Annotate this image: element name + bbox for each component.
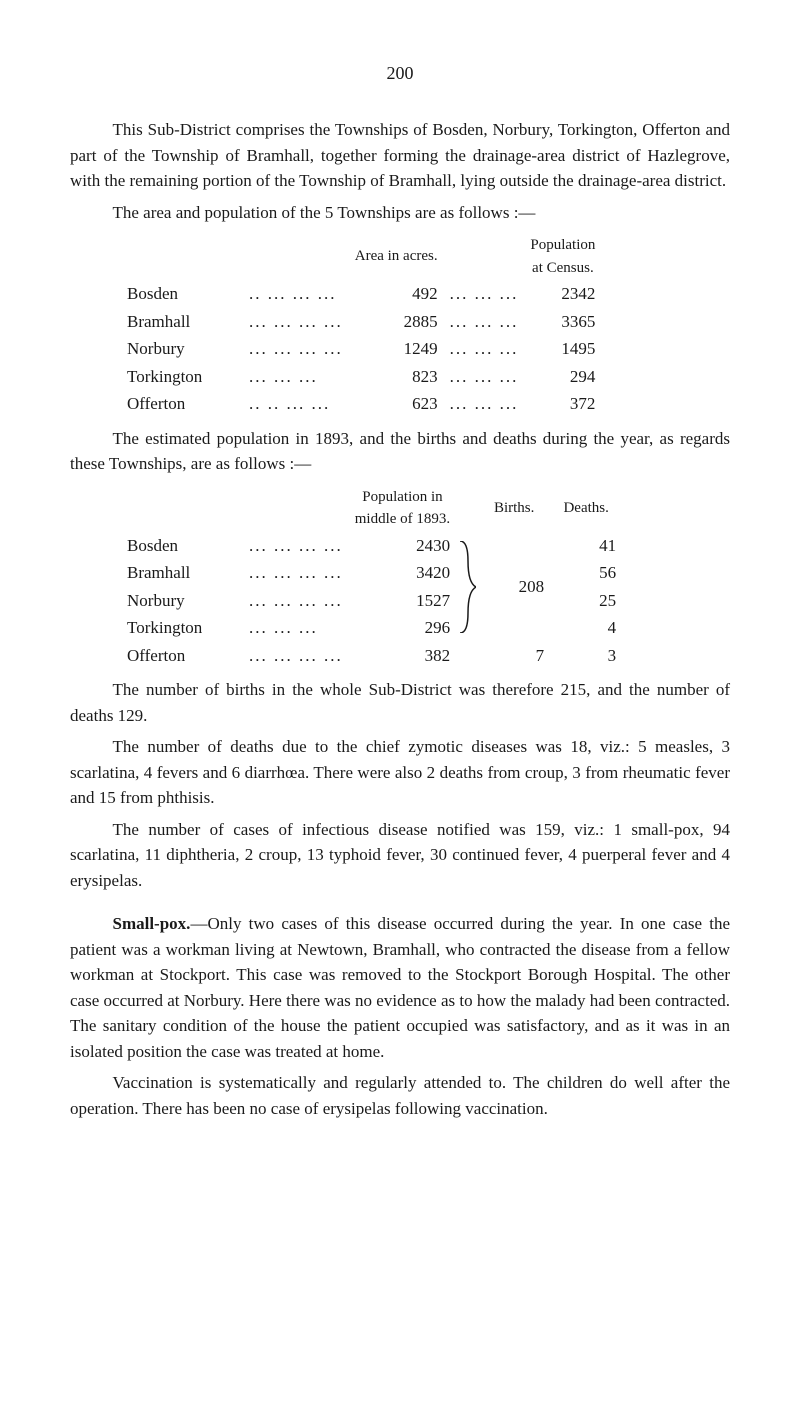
table-row: Offerton .. .. ... ... 623 ... ... ... 3…	[121, 390, 601, 418]
row-dots: ... ... ...	[243, 363, 349, 391]
smallpox-heading: Small-pox.	[113, 914, 191, 933]
table-row: Offerton ... ... ... ... 382 7 3	[121, 642, 622, 670]
row-dots: ... ... ... ...	[243, 559, 349, 587]
paragraph-4: The number of births in the whole Sub-Di…	[70, 677, 730, 728]
row-pop: 2342	[524, 280, 601, 308]
row-dots: ... ... ...	[444, 335, 525, 363]
row-pop: 1495	[524, 335, 601, 363]
page-number: 200	[70, 60, 730, 87]
row-pop: 2430	[349, 532, 456, 560]
row-area: 492	[349, 280, 444, 308]
row-dots: ... ... ... ...	[243, 587, 349, 615]
col-header-area: Area in acres.	[349, 233, 444, 280]
area-population-table: Area in acres. Population at Census. Bos…	[121, 233, 730, 418]
row-label: Offerton	[121, 642, 243, 670]
table-row: Torkington ... ... ... 823 ... ... ... 2…	[121, 363, 601, 391]
row-area: 1249	[349, 335, 444, 363]
row-label: Torkington	[121, 363, 243, 391]
row-label: Bramhall	[121, 559, 243, 587]
row-deaths: 25	[550, 587, 622, 615]
row-dots: ... ... ...	[243, 614, 349, 642]
row-deaths: 41	[550, 532, 622, 560]
table-row: Bramhall ... ... ... ... 2885 ... ... ..…	[121, 308, 601, 336]
table-row: Bosden ... ... ... ... 2430 208 41	[121, 532, 622, 560]
row-label: Bosden	[121, 532, 243, 560]
paragraph-6: The number of cases of infectious diseas…	[70, 817, 730, 894]
row-deaths: 3	[550, 642, 622, 670]
row-label: Norbury	[121, 587, 243, 615]
col-header-population: Population at Census.	[524, 233, 601, 280]
col-header-deaths: Deaths.	[550, 485, 622, 532]
row-dots: .. ... ... ...	[243, 280, 349, 308]
row-dots: ... ... ... ...	[243, 642, 349, 670]
row-dots: ... ... ... ...	[243, 335, 349, 363]
brace-icon	[456, 532, 478, 642]
row-pop: 382	[349, 642, 456, 670]
row-label: Torkington	[121, 614, 243, 642]
row-label: Bosden	[121, 280, 243, 308]
table-row: Norbury ... ... ... ... 1249 ... ... ...…	[121, 335, 601, 363]
col-header-popmid: Population in middle of 1893.	[349, 485, 456, 532]
row-dots: ... ... ...	[444, 308, 525, 336]
paragraph-7: —Only two cases of this disease occurred…	[70, 914, 730, 1061]
row-dots: ... ... ...	[444, 363, 525, 391]
paragraph-3: The estimated population in 1893, and th…	[70, 426, 730, 477]
row-label: Bramhall	[121, 308, 243, 336]
row-area: 2885	[349, 308, 444, 336]
row-label: Offerton	[121, 390, 243, 418]
col-header-births: Births.	[478, 485, 550, 532]
row-deaths: 56	[550, 559, 622, 587]
row-area: 623	[349, 390, 444, 418]
row-label: Norbury	[121, 335, 243, 363]
row-area: 823	[349, 363, 444, 391]
row-births: 7	[478, 642, 550, 670]
row-pop: 1527	[349, 587, 456, 615]
table-row: Bosden .. ... ... ... 492 ... ... ... 23…	[121, 280, 601, 308]
smallpox-paragraph: Small-pox.—Only two cases of this diseas…	[70, 911, 730, 1064]
row-pop: 296	[349, 614, 456, 642]
group-births: 208	[478, 532, 550, 642]
paragraph-5: The number of deaths due to the chief zy…	[70, 734, 730, 811]
row-dots: .. .. ... ...	[243, 390, 349, 418]
row-pop: 3420	[349, 559, 456, 587]
row-dots: ... ... ... ...	[243, 308, 349, 336]
row-deaths: 4	[550, 614, 622, 642]
paragraph-1: This Sub-District comprises the Township…	[70, 117, 730, 194]
row-dots: ... ... ... ...	[243, 532, 349, 560]
row-dots: ... ... ...	[444, 390, 525, 418]
row-pop: 372	[524, 390, 601, 418]
row-pop: 3365	[524, 308, 601, 336]
row-pop: 294	[524, 363, 601, 391]
paragraph-2: The area and population of the 5 Townshi…	[70, 200, 730, 226]
paragraph-8: Vaccination is systematically and regula…	[70, 1070, 730, 1121]
births-deaths-table: Population in middle of 1893. Births. De…	[121, 485, 730, 670]
row-dots: ... ... ...	[444, 280, 525, 308]
